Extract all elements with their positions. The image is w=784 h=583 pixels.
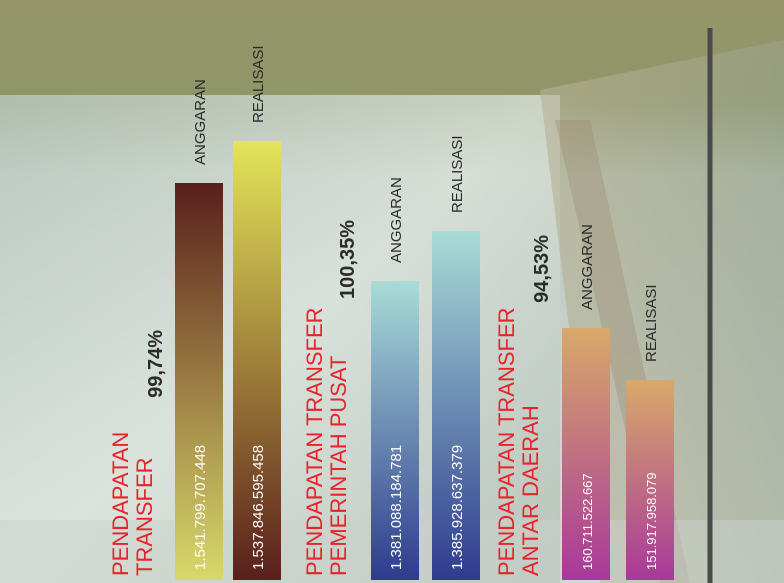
- bar-anggaran: [562, 328, 610, 580]
- bar-realisasi: [432, 231, 480, 580]
- group-title-line: PEMERINTAH PUSAT: [326, 356, 351, 576]
- group-title-line: PENDAPATAN: [108, 432, 133, 576]
- bar-value-label: 151.917.958.079: [644, 472, 659, 570]
- group-percent-label: 99,74%: [145, 330, 167, 398]
- bar-value-label: 160.711.522.667: [580, 473, 595, 570]
- bar-anggaran: [175, 183, 223, 580]
- bar-category-label: ANGGARAN: [388, 177, 405, 263]
- group-title-line: ANTAR DAERAH: [518, 405, 543, 576]
- bar-category-label: REALISASI: [250, 45, 267, 123]
- bar-value-label: 1.537.846.595.458: [250, 445, 267, 570]
- bar-value-label: 1.385.928.637.379: [449, 445, 466, 570]
- bar-realisasi: [626, 380, 674, 580]
- bar-realisasi: [233, 141, 281, 580]
- bar-value-label: 1.381.088.184.781: [388, 445, 405, 570]
- bar-category-label: REALISASI: [643, 284, 660, 362]
- bar-category-label: ANGGARAN: [192, 79, 209, 165]
- group-title-line: PENDAPATAN TRANSFER: [302, 307, 327, 576]
- group-percent-label: 100,35%: [337, 220, 359, 299]
- group-title-line: TRANSFER: [132, 457, 157, 576]
- bar-value-label: 1.541.799.707.448: [192, 445, 209, 570]
- group-percent-label: 94,53%: [531, 235, 553, 303]
- bar-category-label: REALISASI: [449, 135, 466, 213]
- bar-category-label: ANGGARAN: [579, 224, 596, 310]
- group-title-line: PENDAPATAN TRANSFER: [494, 307, 519, 576]
- bar-anggaran: [371, 281, 419, 580]
